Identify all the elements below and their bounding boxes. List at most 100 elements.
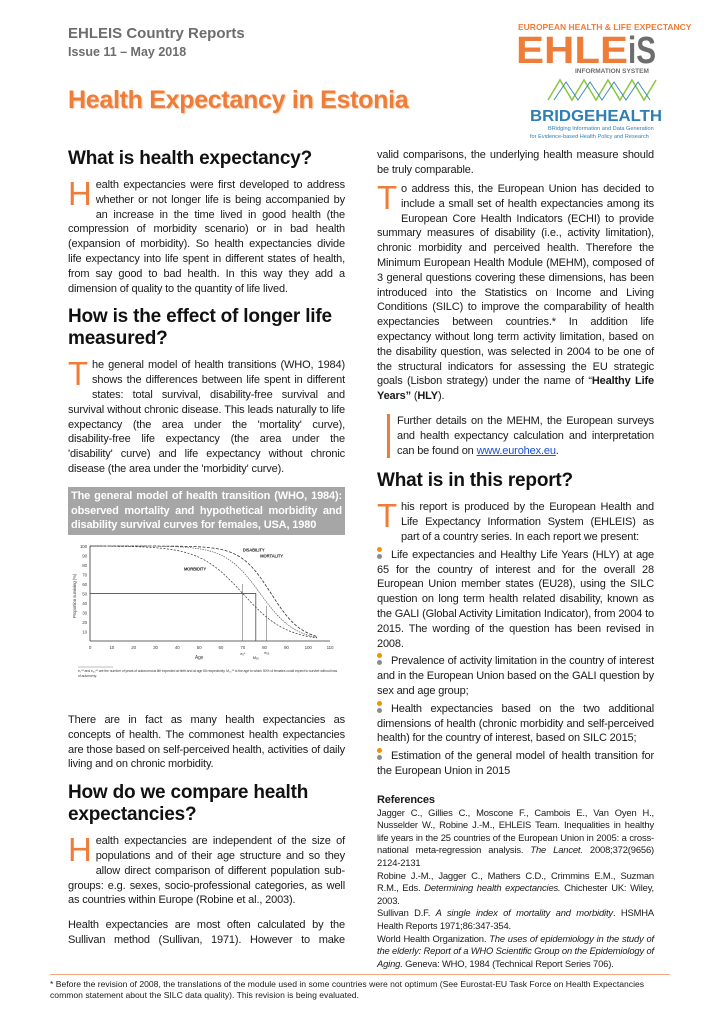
- drop-cap: T: [377, 497, 398, 535]
- bullet-icon: [377, 700, 383, 715]
- report-series: EHLEIS Country Reports: [68, 25, 245, 42]
- svg-text:BRidging Information and Data: BRidging Information and Data Generation: [548, 126, 654, 132]
- paragraph-text: ealth expectancies are independent of th…: [68, 835, 345, 907]
- x-tick-label: 10: [109, 645, 114, 650]
- drop-cap: T: [377, 179, 398, 216]
- list-item: Estimation of the general model of healt…: [377, 748, 654, 779]
- disability-curve: [90, 545, 317, 638]
- x-tick-label: 30: [153, 645, 158, 650]
- bold-text: HLY: [417, 390, 438, 403]
- eurohex-link[interactable]: www.eurohex.eu: [476, 444, 556, 457]
- y-tick-label: 50: [82, 592, 87, 597]
- list-item-text: Estimation of the general model of healt…: [377, 750, 654, 777]
- x-tick-label: 110: [327, 645, 334, 650]
- paragraph-continuation: valid comparisons, the underlying health…: [377, 149, 654, 176]
- list-item-text: Health expectancies based on the two add…: [377, 702, 654, 745]
- x-tick-label: 20: [131, 645, 136, 650]
- info-note: Further details on the MEHM, the Europea…: [387, 413, 654, 459]
- curve-label-disability: DISABILITY: [243, 548, 265, 553]
- paragraph-text: (: [410, 390, 418, 403]
- y-tick-label: 40: [82, 601, 87, 606]
- reference-text: Sullivan D.F.: [377, 907, 436, 919]
- reference-item: Jagger C., Gillies C., Moscone F., Cambo…: [377, 807, 654, 870]
- x-tick-label: 90: [284, 645, 289, 650]
- figure-note-wrap: e₀** and e₆₅** are the number of years o…: [78, 669, 338, 678]
- reference-text: . HSMHA Health Reports 1971;86:347-354.: [377, 907, 655, 932]
- bullet-icon: [377, 546, 383, 561]
- x-axis-label: Age: [195, 655, 204, 661]
- reference-text: Determining health expectancies.: [424, 882, 561, 894]
- footnote: * Before the revision of 2008, the trans…: [50, 974, 670, 1001]
- y-tick-label: 30: [82, 611, 87, 616]
- x-tick-label: 80: [262, 645, 267, 650]
- drop-cap: H: [68, 175, 92, 212]
- ehleis-bridgehealth-logo: EUROPEAN HEALTH & LIFE EXPECTANCY EHLE i…: [516, 22, 692, 140]
- x-tick-label: 100: [305, 645, 313, 650]
- heading-in-this-report: What is in this report?: [377, 470, 573, 492]
- curve-label-morbidity: MORBIDITY: [184, 567, 207, 572]
- paragraph-text: he general model of health transitions (…: [68, 359, 345, 475]
- mark-e0: e₀*: [240, 651, 246, 656]
- x-tick-label: 50: [197, 645, 202, 650]
- paragraph: Health expectancies are most often calcu…: [68, 919, 345, 946]
- paragraph-text: ).: [437, 390, 445, 403]
- figure-caption: The general model of health transition (…: [68, 486, 345, 536]
- list-item: Health expectancies based on the two add…: [377, 700, 654, 746]
- paragraph-text: ealth expectancies were first developed …: [68, 179, 345, 295]
- reference-text: 2008;372(9656) 2124-2131: [377, 844, 654, 869]
- heading-what-is-health-expectancy: What is health expectancy?: [68, 148, 312, 169]
- median-line: [90, 593, 257, 642]
- mortality-curve: [90, 545, 318, 638]
- paragraph: There are in fact as many health expecta…: [68, 713, 345, 771]
- paragraph-text: his report is produced by the European H…: [401, 501, 654, 543]
- y-tick-label: 80: [82, 563, 87, 568]
- list-item-text: Prevalence of activity limitation in the…: [377, 655, 654, 697]
- reference-item: Sullivan D.F. A single index of mortalit…: [377, 907, 654, 932]
- y-axis-label: Proportion surviving (%): [72, 573, 77, 618]
- reference-text: Chichester UK: Wiley, 2003.: [377, 882, 655, 906]
- right-column-top: valid comparisons, the underlying health…: [377, 148, 654, 188]
- references-heading: References: [377, 793, 435, 806]
- reference-item: Robine J.-M., Jagger C., Mathers C.D., C…: [377, 870, 654, 908]
- mark-e65: e₆₅: [264, 650, 270, 655]
- x-tick-label: 40: [175, 645, 180, 650]
- reference-text: Geneva: WHO, 1984 (Technical Report Seri…: [402, 957, 614, 969]
- reference-text: A single index of mortality and morbidit…: [435, 907, 613, 919]
- y-tick-label: 90: [82, 554, 87, 559]
- drop-cap: H: [68, 831, 92, 869]
- reference-text: The Lancet.: [530, 844, 583, 856]
- note-text: .: [555, 444, 559, 457]
- reference-text: Jagger C., Gillies C., Moscone F., Cambo…: [377, 806, 654, 856]
- note-text: Further details on the MEHM, the Europea…: [397, 414, 654, 457]
- svg-text:BRIDGEHEALTH: BRIDGEHEALTH: [530, 108, 662, 125]
- svg-text:INFORMATION SYSTEM: INFORMATION SYSTEM: [575, 68, 649, 75]
- drop-cap: T: [68, 355, 89, 393]
- svg-text:for Evidence-based Health Poli: for Evidence-based Health Policy and Res…: [530, 134, 649, 140]
- list-item: Life expectancies and Healthy Life Years…: [377, 546, 654, 652]
- bullet-icon: [377, 748, 383, 762]
- figure-note: e₀** and e₆₅** are the number of years o…: [78, 669, 338, 678]
- page-title: Health Expectancy in Estonia: [68, 86, 409, 114]
- y-tick-label: 70: [82, 573, 87, 578]
- svg-text:EHLE: EHLE: [516, 30, 628, 72]
- references: References Jagger C., Gillies C., Moscon…: [377, 793, 654, 971]
- y-tick-label: 60: [82, 582, 87, 587]
- y-tick-label: 20: [82, 620, 87, 625]
- y-tick-label: 10: [82, 630, 87, 635]
- x-tick-label: 0: [89, 645, 92, 650]
- issue-date: Issue 11 – May 2018: [68, 45, 187, 59]
- reference-text: Robine J.-M., Jagger C., Mathers C.D., C…: [377, 869, 654, 894]
- x-tick-label: 60: [219, 645, 224, 650]
- curve-label-mortality: MORTALITY: [260, 554, 283, 559]
- list-item: Prevalence of activity limitation in the…: [377, 653, 654, 698]
- svg-text:iS: iS: [628, 30, 656, 72]
- bullet-icon: [377, 653, 383, 667]
- reference-item: World Health Organization. The uses of e…: [377, 933, 654, 971]
